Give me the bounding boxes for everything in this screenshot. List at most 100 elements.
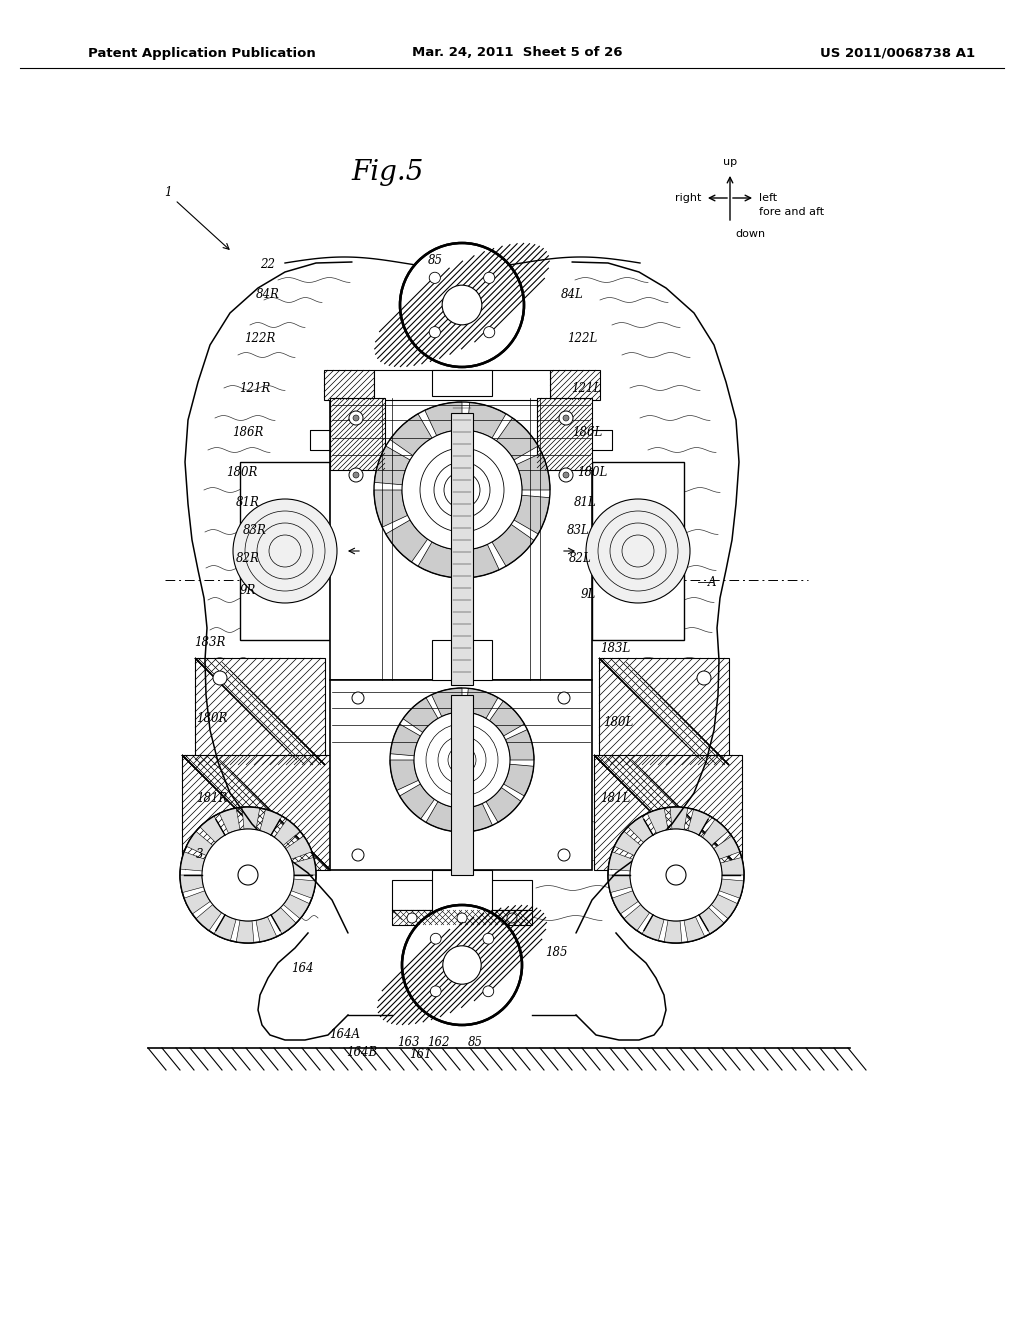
Text: Fig.5: Fig.5: [352, 158, 424, 186]
Text: US 2011/0068738 A1: US 2011/0068738 A1: [820, 46, 975, 59]
Wedge shape: [614, 832, 641, 855]
Wedge shape: [431, 688, 462, 717]
Wedge shape: [504, 764, 534, 796]
Text: 121L: 121L: [570, 381, 601, 395]
Wedge shape: [242, 807, 260, 830]
Wedge shape: [375, 446, 410, 484]
Circle shape: [349, 469, 362, 482]
Text: Patent Application Publication: Patent Application Publication: [88, 46, 315, 59]
Circle shape: [180, 807, 316, 942]
Wedge shape: [467, 403, 506, 438]
Bar: [599, 657, 729, 766]
Circle shape: [483, 326, 495, 338]
Circle shape: [697, 671, 711, 685]
Circle shape: [213, 671, 227, 685]
Text: 22: 22: [260, 257, 275, 271]
Text: 81L: 81L: [573, 496, 596, 510]
Bar: [451, 413, 473, 685]
Text: 180R: 180R: [197, 711, 227, 725]
Circle shape: [559, 469, 573, 482]
Wedge shape: [219, 808, 240, 833]
Wedge shape: [425, 403, 462, 436]
Wedge shape: [699, 908, 724, 933]
Bar: [392, 880, 532, 909]
Text: left: left: [759, 193, 777, 203]
Bar: [432, 870, 492, 931]
Wedge shape: [647, 808, 668, 833]
Circle shape: [429, 272, 440, 284]
Text: 85: 85: [427, 253, 442, 267]
Wedge shape: [274, 820, 300, 845]
Text: fore and aft: fore and aft: [759, 207, 824, 216]
Text: 164B: 164B: [346, 1045, 378, 1059]
Text: 82R: 82R: [237, 552, 260, 565]
Text: 180R: 180R: [226, 466, 258, 479]
Circle shape: [608, 807, 744, 942]
Wedge shape: [260, 809, 282, 836]
Circle shape: [233, 499, 337, 603]
Circle shape: [202, 829, 294, 921]
Bar: [195, 657, 325, 766]
Circle shape: [507, 913, 517, 923]
Text: right: right: [675, 193, 701, 203]
Text: 161: 161: [409, 1048, 431, 1061]
Wedge shape: [670, 807, 688, 830]
Text: 81R: 81R: [237, 496, 260, 510]
Text: Mar. 24, 2011  Sheet 5 of 26: Mar. 24, 2011 Sheet 5 of 26: [412, 46, 623, 59]
Wedge shape: [688, 809, 710, 836]
Circle shape: [352, 692, 364, 704]
Circle shape: [442, 946, 481, 985]
Text: 122R: 122R: [245, 331, 275, 345]
Wedge shape: [608, 875, 632, 892]
Circle shape: [402, 906, 522, 1026]
Circle shape: [353, 473, 359, 478]
Text: 122L: 122L: [567, 331, 597, 345]
Wedge shape: [486, 788, 521, 822]
Text: 185: 185: [545, 945, 567, 958]
Circle shape: [352, 849, 364, 861]
Text: 121R: 121R: [240, 381, 270, 395]
Circle shape: [559, 411, 573, 425]
Text: 180L: 180L: [603, 715, 633, 729]
Wedge shape: [390, 413, 432, 455]
Circle shape: [558, 692, 570, 704]
Wedge shape: [180, 875, 204, 892]
Circle shape: [430, 986, 441, 997]
Wedge shape: [684, 916, 705, 942]
Bar: [432, 370, 492, 396]
Text: 186R: 186R: [232, 425, 264, 438]
Text: A: A: [708, 576, 716, 589]
Text: 83L: 83L: [566, 524, 590, 536]
Circle shape: [349, 411, 362, 425]
Bar: [330, 680, 592, 870]
Text: 3: 3: [197, 849, 204, 862]
Wedge shape: [514, 495, 550, 535]
Bar: [240, 462, 330, 640]
Text: 82L: 82L: [568, 552, 592, 565]
Circle shape: [407, 913, 417, 923]
Circle shape: [353, 414, 359, 421]
Wedge shape: [714, 836, 740, 859]
Wedge shape: [516, 453, 550, 490]
Wedge shape: [403, 698, 438, 733]
Circle shape: [442, 285, 482, 325]
Wedge shape: [497, 418, 539, 459]
Wedge shape: [492, 524, 535, 566]
Text: 164A: 164A: [330, 1028, 360, 1041]
Text: 83R: 83R: [243, 524, 267, 536]
Wedge shape: [719, 879, 743, 898]
Circle shape: [457, 913, 467, 923]
Circle shape: [586, 499, 690, 603]
Wedge shape: [214, 915, 237, 941]
Circle shape: [430, 933, 441, 944]
Circle shape: [666, 865, 686, 884]
Wedge shape: [462, 804, 493, 832]
Text: up: up: [723, 157, 737, 168]
Wedge shape: [291, 879, 315, 898]
Text: 181R: 181R: [197, 792, 227, 804]
Circle shape: [238, 865, 258, 884]
Wedge shape: [489, 701, 524, 737]
Text: 163: 163: [396, 1035, 419, 1048]
Circle shape: [483, 986, 494, 997]
Wedge shape: [399, 784, 434, 818]
